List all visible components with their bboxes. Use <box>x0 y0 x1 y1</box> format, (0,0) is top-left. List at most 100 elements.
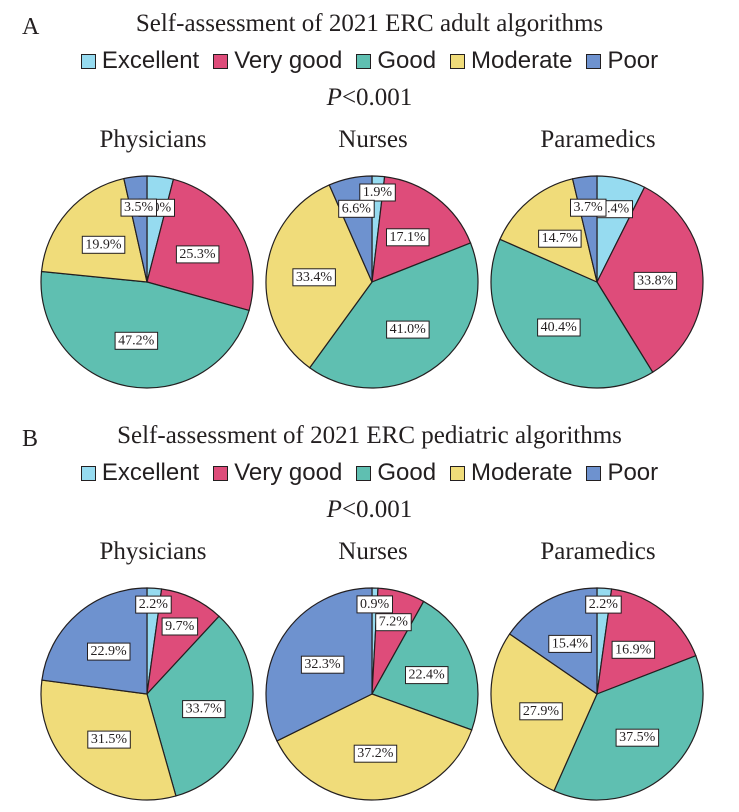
data-label-physicians-moderate: 31.5% <box>87 730 131 749</box>
data-label-text: 27.9% <box>523 704 560 719</box>
legend-item-good: Good <box>356 459 436 487</box>
legend-label: Excellent <box>101 459 200 486</box>
data-label-physicians-good: 47.2% <box>114 331 159 350</box>
legend-label: Very good <box>234 459 343 486</box>
data-label-box <box>633 271 678 290</box>
pie-charts-pediatric: 2.2% 9.7% 33.7% 31.5% 22.9% 0.9% 7.2% 22.4% 37.2… <box>40 587 704 801</box>
data-label-box <box>292 268 336 287</box>
data-label-text: 25.3% <box>179 247 216 262</box>
legend-swatch <box>586 53 602 69</box>
data-label-box <box>353 744 398 763</box>
pie-title-physicians: Physicians <box>99 126 207 153</box>
legend-swatch <box>213 465 229 481</box>
data-label-paramedics-moderate: 27.9% <box>519 702 563 721</box>
legend-label: Good <box>377 47 437 74</box>
chart-title: Self-assessment of 2021 ERC pediatric al… <box>117 422 622 449</box>
data-label-physicians-poor: 3.5% <box>120 198 157 217</box>
data-label-physicians-excellent: 2.2% <box>135 595 172 614</box>
data-label-box <box>161 617 199 636</box>
data-label-text: 33.4% <box>296 270 333 285</box>
data-label-box <box>135 595 172 614</box>
data-label-text: 33.7% <box>186 702 223 717</box>
data-label-box <box>120 198 157 217</box>
legend-item-excellent: Excellent <box>80 459 200 487</box>
data-label-paramedics-excellent: 2.2% <box>585 595 622 614</box>
data-label-text: 19.9% <box>85 237 122 252</box>
data-label-nurses-good: 41.0% <box>386 320 430 339</box>
data-label-nurses-poor: 32.3% <box>300 655 345 674</box>
data-label-box <box>356 595 393 614</box>
data-label-box <box>405 666 449 685</box>
data-label-box <box>615 728 660 747</box>
data-label-box <box>87 642 131 661</box>
data-label-text: 40.4% <box>541 320 578 335</box>
slice-nurses-good <box>308 242 479 389</box>
data-label-text: 2.2% <box>139 597 169 612</box>
legend-swatch <box>450 53 466 69</box>
pie-title-paramedics: Paramedics <box>540 538 656 565</box>
data-label-nurses-excellent: 0.9% <box>356 595 393 614</box>
data-label-physicians-moderate: 19.9% <box>81 235 126 254</box>
data-label-paramedics-poor: 15.4% <box>548 634 592 653</box>
data-label-box <box>300 655 345 674</box>
panel-letter: B <box>22 426 39 452</box>
legend-label: Moderate <box>471 459 573 486</box>
legend-item-very-good: Very good <box>213 459 342 487</box>
legend-item-good: Good <box>356 47 436 75</box>
legend-item-moderate: Moderate <box>450 47 572 75</box>
data-label-physicians-very-good: 25.3% <box>175 245 220 264</box>
data-label-box <box>538 229 582 248</box>
pie-title-paramedics: Paramedics <box>540 126 656 153</box>
chart-title: Self-assessment of 2021 ERC adult algori… <box>135 10 604 37</box>
data-label-box <box>519 702 563 721</box>
panel-letter: A <box>22 14 40 40</box>
pie-title-physicians: Physicians <box>99 538 207 565</box>
data-label-text: 3.5% <box>124 200 154 215</box>
data-label-box <box>548 634 592 653</box>
data-label-nurses-very-good: 17.1% <box>386 228 430 247</box>
data-label-box <box>182 700 226 719</box>
data-label-physicians-good: 33.7% <box>182 700 226 719</box>
legend-swatch <box>450 465 466 481</box>
data-label-nurses-poor: 6.6% <box>338 199 375 218</box>
legend-swatch <box>586 465 602 481</box>
p-value: P<0.001 <box>0 496 739 524</box>
data-label-text: 9.7% <box>165 619 195 634</box>
data-label-paramedics-moderate: 14.7% <box>538 229 582 248</box>
data-label-nurses-excellent: 1.9% <box>359 183 396 202</box>
data-label-text: 6.6% <box>342 201 372 216</box>
data-label-text: 31.5% <box>91 732 128 747</box>
data-label-box <box>386 228 430 247</box>
data-label-box <box>375 613 412 632</box>
data-label-box <box>338 199 375 218</box>
pie-title-nurses: Nurses <box>338 126 408 153</box>
legend: Excellent Very good Good Moderate Poor <box>0 47 739 75</box>
data-label-nurses-moderate: 37.2% <box>353 744 398 763</box>
data-label-box <box>81 235 126 254</box>
legend-swatch <box>356 53 372 69</box>
legend-label: Poor <box>607 47 659 74</box>
data-label-paramedics-very-good: 33.8% <box>633 271 678 290</box>
data-label-text: 41.0% <box>390 322 427 337</box>
legend-swatch <box>213 53 229 69</box>
slice-paramedics-good <box>490 238 654 389</box>
legend-item-moderate: Moderate <box>450 459 572 487</box>
data-label-box <box>611 640 656 659</box>
panel-b: B Self-assessment of 2021 ERC pediatric … <box>0 412 739 812</box>
data-label-box <box>585 595 622 614</box>
legend-label: Very good <box>234 47 343 74</box>
data-label-paramedics-good: 37.5% <box>615 728 660 747</box>
data-label-paramedics-good: 40.4% <box>537 318 581 337</box>
data-label-text: 15.4% <box>552 636 589 651</box>
data-label-text: 3.7% <box>574 200 604 215</box>
data-label-text: 1.9% <box>363 185 393 200</box>
data-label-physicians-poor: 22.9% <box>87 642 131 661</box>
data-label-box <box>175 245 220 264</box>
legend-swatch <box>80 465 96 481</box>
legend: Excellent Very good Good Moderate Poor <box>0 459 739 487</box>
data-label-text: 2.2% <box>589 597 619 612</box>
data-label-text: 16.9% <box>615 642 652 657</box>
data-label-box <box>386 320 430 339</box>
data-label-box <box>87 730 131 749</box>
slice-nurses-good <box>371 600 479 731</box>
